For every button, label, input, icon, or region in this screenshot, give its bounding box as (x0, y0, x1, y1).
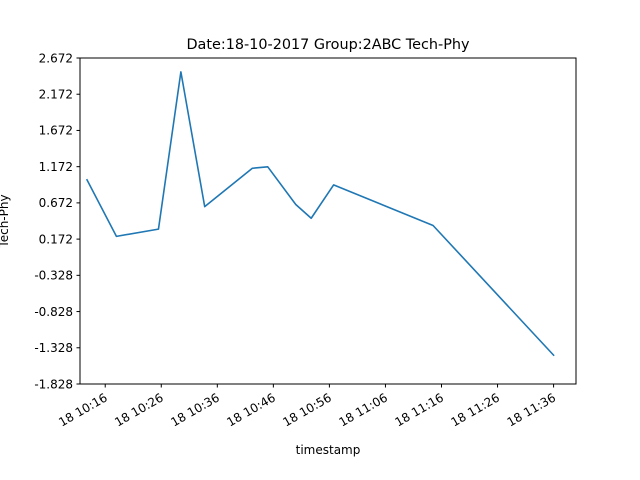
y-tick-label: 0.672 (39, 196, 73, 210)
y-tick-label: -0.328 (34, 269, 73, 283)
y-tick-label: -1.328 (34, 341, 73, 355)
plot-frame (79, 57, 577, 385)
chart-title: Date:18-10-2017 Group:2ABC Tech-Phy (186, 37, 470, 53)
y-tick-label: 2.172 (39, 88, 73, 102)
y-tick-label: -1.828 (34, 377, 73, 391)
series-line (85, 71, 555, 357)
y-tick-label: 1.172 (39, 160, 73, 174)
y-tick-label: 1.672 (39, 124, 73, 138)
y-tick-label: 0.172 (39, 232, 73, 246)
y-tick-label: -0.828 (34, 305, 73, 319)
x-axis-title: timestamp (296, 443, 361, 457)
y-axis: -1.828 -1.328 -0.828 -0.328 0.172 0.672 1.172 1… (34, 51, 80, 391)
y-tick-label: 2.672 (39, 51, 73, 65)
y-axis-title: Tech-Phy (0, 194, 11, 248)
plot-content (85, 71, 555, 357)
